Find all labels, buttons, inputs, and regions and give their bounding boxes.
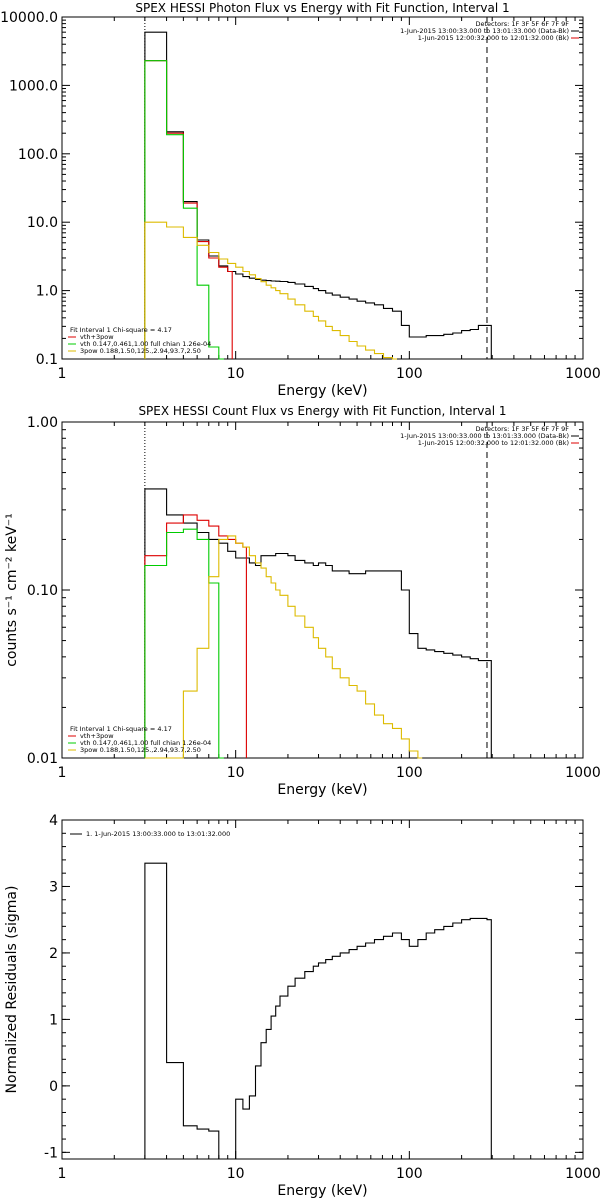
y-axis-label: counts s⁻¹ cm⁻² keV⁻¹ xyxy=(4,513,20,667)
legend-text: vth 0.147,0.461,1.00 full chian 1.26e-04 xyxy=(80,340,211,348)
x-tick-label: 10 xyxy=(227,1166,245,1182)
x-tick-label: 1000 xyxy=(565,366,600,382)
y-tick-label: 100.0 xyxy=(18,147,58,163)
y-tick-label: 10000.0 xyxy=(0,10,58,26)
x-tick-label: 100 xyxy=(396,1166,423,1182)
plot-frame xyxy=(61,819,584,1160)
y-tick-label: 2 xyxy=(49,946,58,962)
x-tick-label: 1 xyxy=(58,765,67,781)
y-tick-label: 3 xyxy=(49,879,58,895)
legend-text: 1-Jun-2015 12:00:32.000 to 12:01:32.000 … xyxy=(418,439,569,447)
legend-text: 1-Jun-2015 12:00:32.000 to 12:01:32.000 … xyxy=(418,34,569,42)
y-tick-label: 0.01 xyxy=(27,751,58,767)
legend-text: 1-Jun-2015 13:00:33.000 to 13:01:33.000 … xyxy=(400,27,569,35)
legend-text: vth 0.147,0.461,1.00 full chian 1.26e-04 xyxy=(80,739,211,747)
x-tick-label: 1000 xyxy=(565,765,600,781)
legend-text: vth+3pow xyxy=(80,732,114,740)
x-tick-label: 100 xyxy=(396,366,423,382)
series-line xyxy=(144,528,224,759)
legend-text: Fit Interval 1 Chi-square = 4.17 xyxy=(70,326,172,334)
series-line xyxy=(144,535,423,759)
y-tick-label: 0.1 xyxy=(36,352,58,368)
x-tick-label: 100 xyxy=(396,765,423,781)
legend-text: 3pow 0.188,1.50,125.,2.94,93.7,2.50 xyxy=(80,746,201,754)
x-tick-label: 1 xyxy=(58,1166,67,1182)
x-axis-label: Energy (keV) xyxy=(277,383,367,399)
plot-frame xyxy=(61,16,584,360)
plot-frame xyxy=(61,421,584,759)
y-tick-label: 1 xyxy=(49,1012,58,1028)
series-line xyxy=(144,60,224,360)
y-tick-label: 1000.0 xyxy=(9,78,58,94)
residuals-panel: 1 10 100 1000 -1 0 1 2 3 4 Energy (keV) Normalized … xyxy=(4,813,600,1199)
y-axis-label: Normalized Residuals (sigma) xyxy=(4,886,20,1094)
x-tick-label: 10 xyxy=(227,765,245,781)
x-tick-label: 10 xyxy=(227,366,245,382)
x-axis-label: Energy (keV) xyxy=(277,782,367,798)
y-tick-label: -1 xyxy=(44,1145,58,1161)
legend-text: Detectors: 1F 3F 5F 6F 7F 9F xyxy=(475,20,569,28)
y-tick-label: 1.0 xyxy=(36,284,58,300)
count-flux-panel: SPEX HESSI Count Flux vs Energy with Fit… xyxy=(4,404,600,798)
chart-title: SPEX HESSI Photon Flux vs Energy with Fi… xyxy=(135,1,509,15)
series-line xyxy=(144,221,397,360)
y-tick-label: 4 xyxy=(49,813,58,829)
x-axis-label: Energy (keV) xyxy=(277,1183,367,1199)
series-line xyxy=(144,31,492,359)
legend-text: 1. 1-Jun-2015 13:00:33.000 to 13:01:32.0… xyxy=(86,830,230,838)
y-tick-label: 1.00 xyxy=(27,415,58,431)
legend-text: vth+3pow xyxy=(80,333,114,341)
series-line xyxy=(144,488,492,758)
legend-text: 3pow 0.188,1.50,125.,2.94,93.7,2.50 xyxy=(80,347,201,355)
series-line xyxy=(144,60,233,359)
y-tick-label: 0.10 xyxy=(27,583,58,599)
x-tick-label: 1000 xyxy=(565,1166,600,1182)
x-tick-label: 1 xyxy=(58,366,67,382)
photon-flux-panel: SPEX HESSI Photon Flux vs Energy with Fi… xyxy=(0,1,600,399)
series-line xyxy=(144,862,492,1160)
y-tick-label: 10.0 xyxy=(27,215,58,231)
y-tick-label: 0 xyxy=(49,1079,58,1095)
legend-text: Fit Interval 1 Chi-square = 4.17 xyxy=(70,725,172,733)
legend-text: Detectors: 1F 3F 5F 6F 7F 9F xyxy=(475,425,569,433)
chart-title: SPEX HESSI Count Flux vs Energy with Fit… xyxy=(138,404,506,418)
legend-text: 1-Jun-2015 13:00:33.000 to 13:01:33.000 … xyxy=(400,432,569,440)
